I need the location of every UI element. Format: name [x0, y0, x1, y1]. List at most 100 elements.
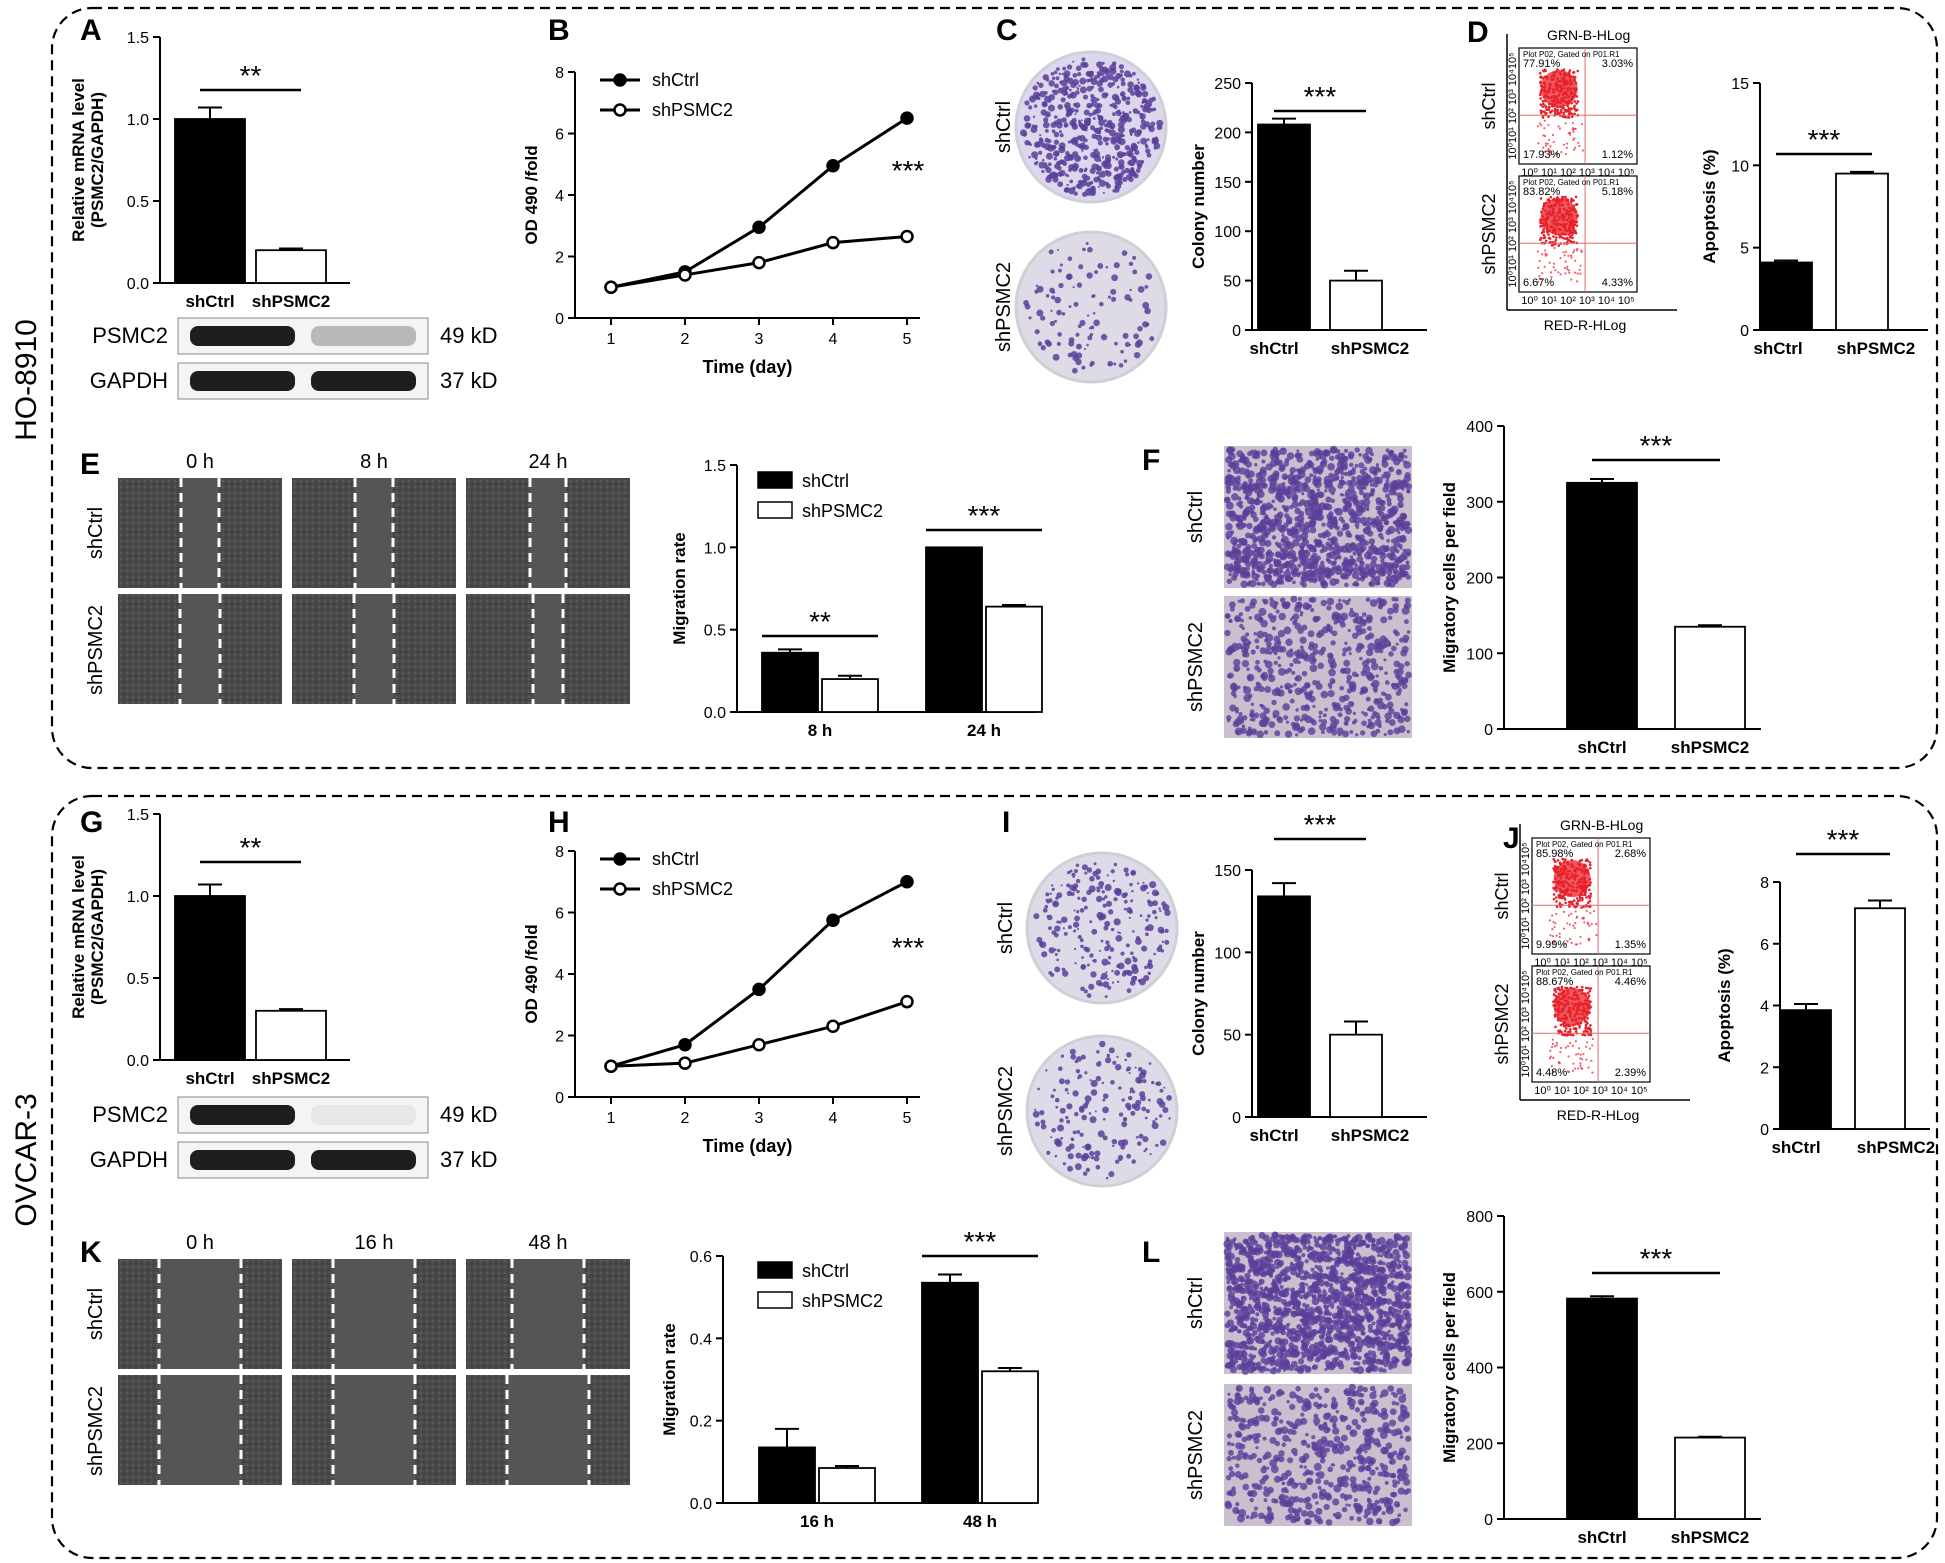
migrated-cell — [1269, 518, 1278, 527]
event-dot — [1543, 119, 1546, 122]
event-dot — [1574, 195, 1578, 199]
event-dot — [1587, 986, 1590, 990]
colony — [1145, 322, 1150, 327]
colony — [1050, 309, 1053, 312]
transwell-image — [1223, 1231, 1413, 1375]
migrated-cell — [1399, 525, 1405, 532]
event-dot — [1588, 863, 1592, 867]
colony — [1141, 101, 1145, 104]
colony — [1046, 340, 1052, 347]
colony — [1108, 1171, 1115, 1178]
y-tick-label: 1.0 — [704, 540, 726, 557]
migrated-cell — [1260, 581, 1266, 587]
event-dot — [1540, 231, 1544, 235]
migrated-cell — [1364, 456, 1372, 464]
flow-row-label: shPSMC2 — [1492, 983, 1512, 1064]
colony — [1102, 981, 1110, 988]
colony — [1124, 144, 1131, 151]
colony — [1110, 1080, 1115, 1085]
wound-gap — [159, 1375, 241, 1485]
migrated-cell — [1368, 538, 1376, 545]
migrated-cell — [1398, 504, 1403, 508]
migrated-cell — [1243, 685, 1248, 690]
colony — [1053, 131, 1060, 138]
colony — [1074, 962, 1077, 965]
y-tick-label: 5 — [1740, 241, 1749, 258]
migrated-cell — [1349, 607, 1354, 612]
colony — [1077, 71, 1082, 77]
migrated-cell — [1353, 580, 1359, 587]
colony — [1061, 967, 1066, 972]
colony — [1058, 1078, 1065, 1085]
colony — [1156, 124, 1163, 131]
y-tick-label: 1.0 — [127, 889, 149, 906]
x-category-label: shCtrl — [1577, 738, 1626, 757]
colony — [1121, 1098, 1125, 1102]
colony — [1115, 157, 1119, 161]
event-dot — [1567, 914, 1570, 917]
event-dot — [1570, 256, 1573, 259]
x-category-label: shPSMC2 — [1331, 1126, 1409, 1145]
colony — [1069, 179, 1074, 184]
colony — [1128, 128, 1134, 134]
event-dot — [1574, 1026, 1577, 1030]
colony — [1064, 85, 1070, 91]
migrated-cell — [1239, 623, 1244, 629]
event-dot — [1595, 934, 1598, 937]
colony — [1112, 155, 1116, 159]
y-axis-label: (PSMC2/GAPDH) — [88, 869, 107, 1005]
migrated-cell — [1261, 459, 1266, 464]
colony — [1139, 1095, 1146, 1102]
quadrant-value: 88.67% — [1536, 976, 1574, 988]
quadrant-value: 4.33% — [1602, 277, 1633, 289]
colony — [1098, 72, 1101, 75]
colony — [1028, 316, 1032, 320]
colony — [1147, 914, 1151, 918]
migrated-cell — [1265, 463, 1273, 471]
event-dot — [1553, 1045, 1556, 1048]
migrated-cell — [1291, 475, 1296, 479]
colony — [1045, 294, 1050, 298]
colony — [1107, 119, 1113, 126]
colony — [1062, 66, 1067, 71]
migrated-cell — [1258, 685, 1265, 693]
event-dot — [1570, 278, 1573, 281]
colony — [1123, 899, 1128, 904]
event-dot — [1562, 143, 1566, 146]
event-dot — [1559, 1050, 1562, 1054]
migrated-cell — [1370, 730, 1378, 738]
migrated-cell — [1383, 637, 1389, 643]
event-dot — [1547, 138, 1551, 141]
migrated-cell — [1259, 488, 1264, 493]
blot-protein-label: GAPDH — [90, 368, 168, 393]
colony — [1131, 1159, 1136, 1164]
y-tick-label: 1.5 — [704, 458, 726, 475]
migrated-cell — [1279, 685, 1284, 689]
event-dot — [1580, 249, 1583, 252]
event-dot — [1572, 251, 1575, 254]
colony — [1068, 340, 1075, 347]
migrated-cell — [1238, 500, 1243, 505]
migrated-cell — [1394, 631, 1400, 637]
data-point-shPSMC2 — [678, 1056, 692, 1070]
colony — [1029, 95, 1037, 103]
event-dot — [1563, 254, 1566, 257]
migrated-cell — [1340, 460, 1348, 469]
colony — [1114, 179, 1121, 186]
colony — [1095, 868, 1102, 875]
migrated-cell — [1397, 531, 1401, 535]
event-dot — [1562, 251, 1565, 254]
event-dot — [1591, 1037, 1594, 1041]
colony — [1042, 74, 1049, 81]
event-dot — [1579, 935, 1582, 938]
colony — [1076, 135, 1082, 140]
colony — [1050, 269, 1055, 274]
y-tick-label: 6 — [1760, 937, 1769, 954]
migrated-cell — [1403, 1272, 1412, 1281]
event-dot — [1574, 1053, 1578, 1056]
colony — [1079, 319, 1086, 326]
colony — [1110, 288, 1117, 295]
event-dot — [1543, 134, 1547, 138]
colony — [1057, 104, 1064, 110]
